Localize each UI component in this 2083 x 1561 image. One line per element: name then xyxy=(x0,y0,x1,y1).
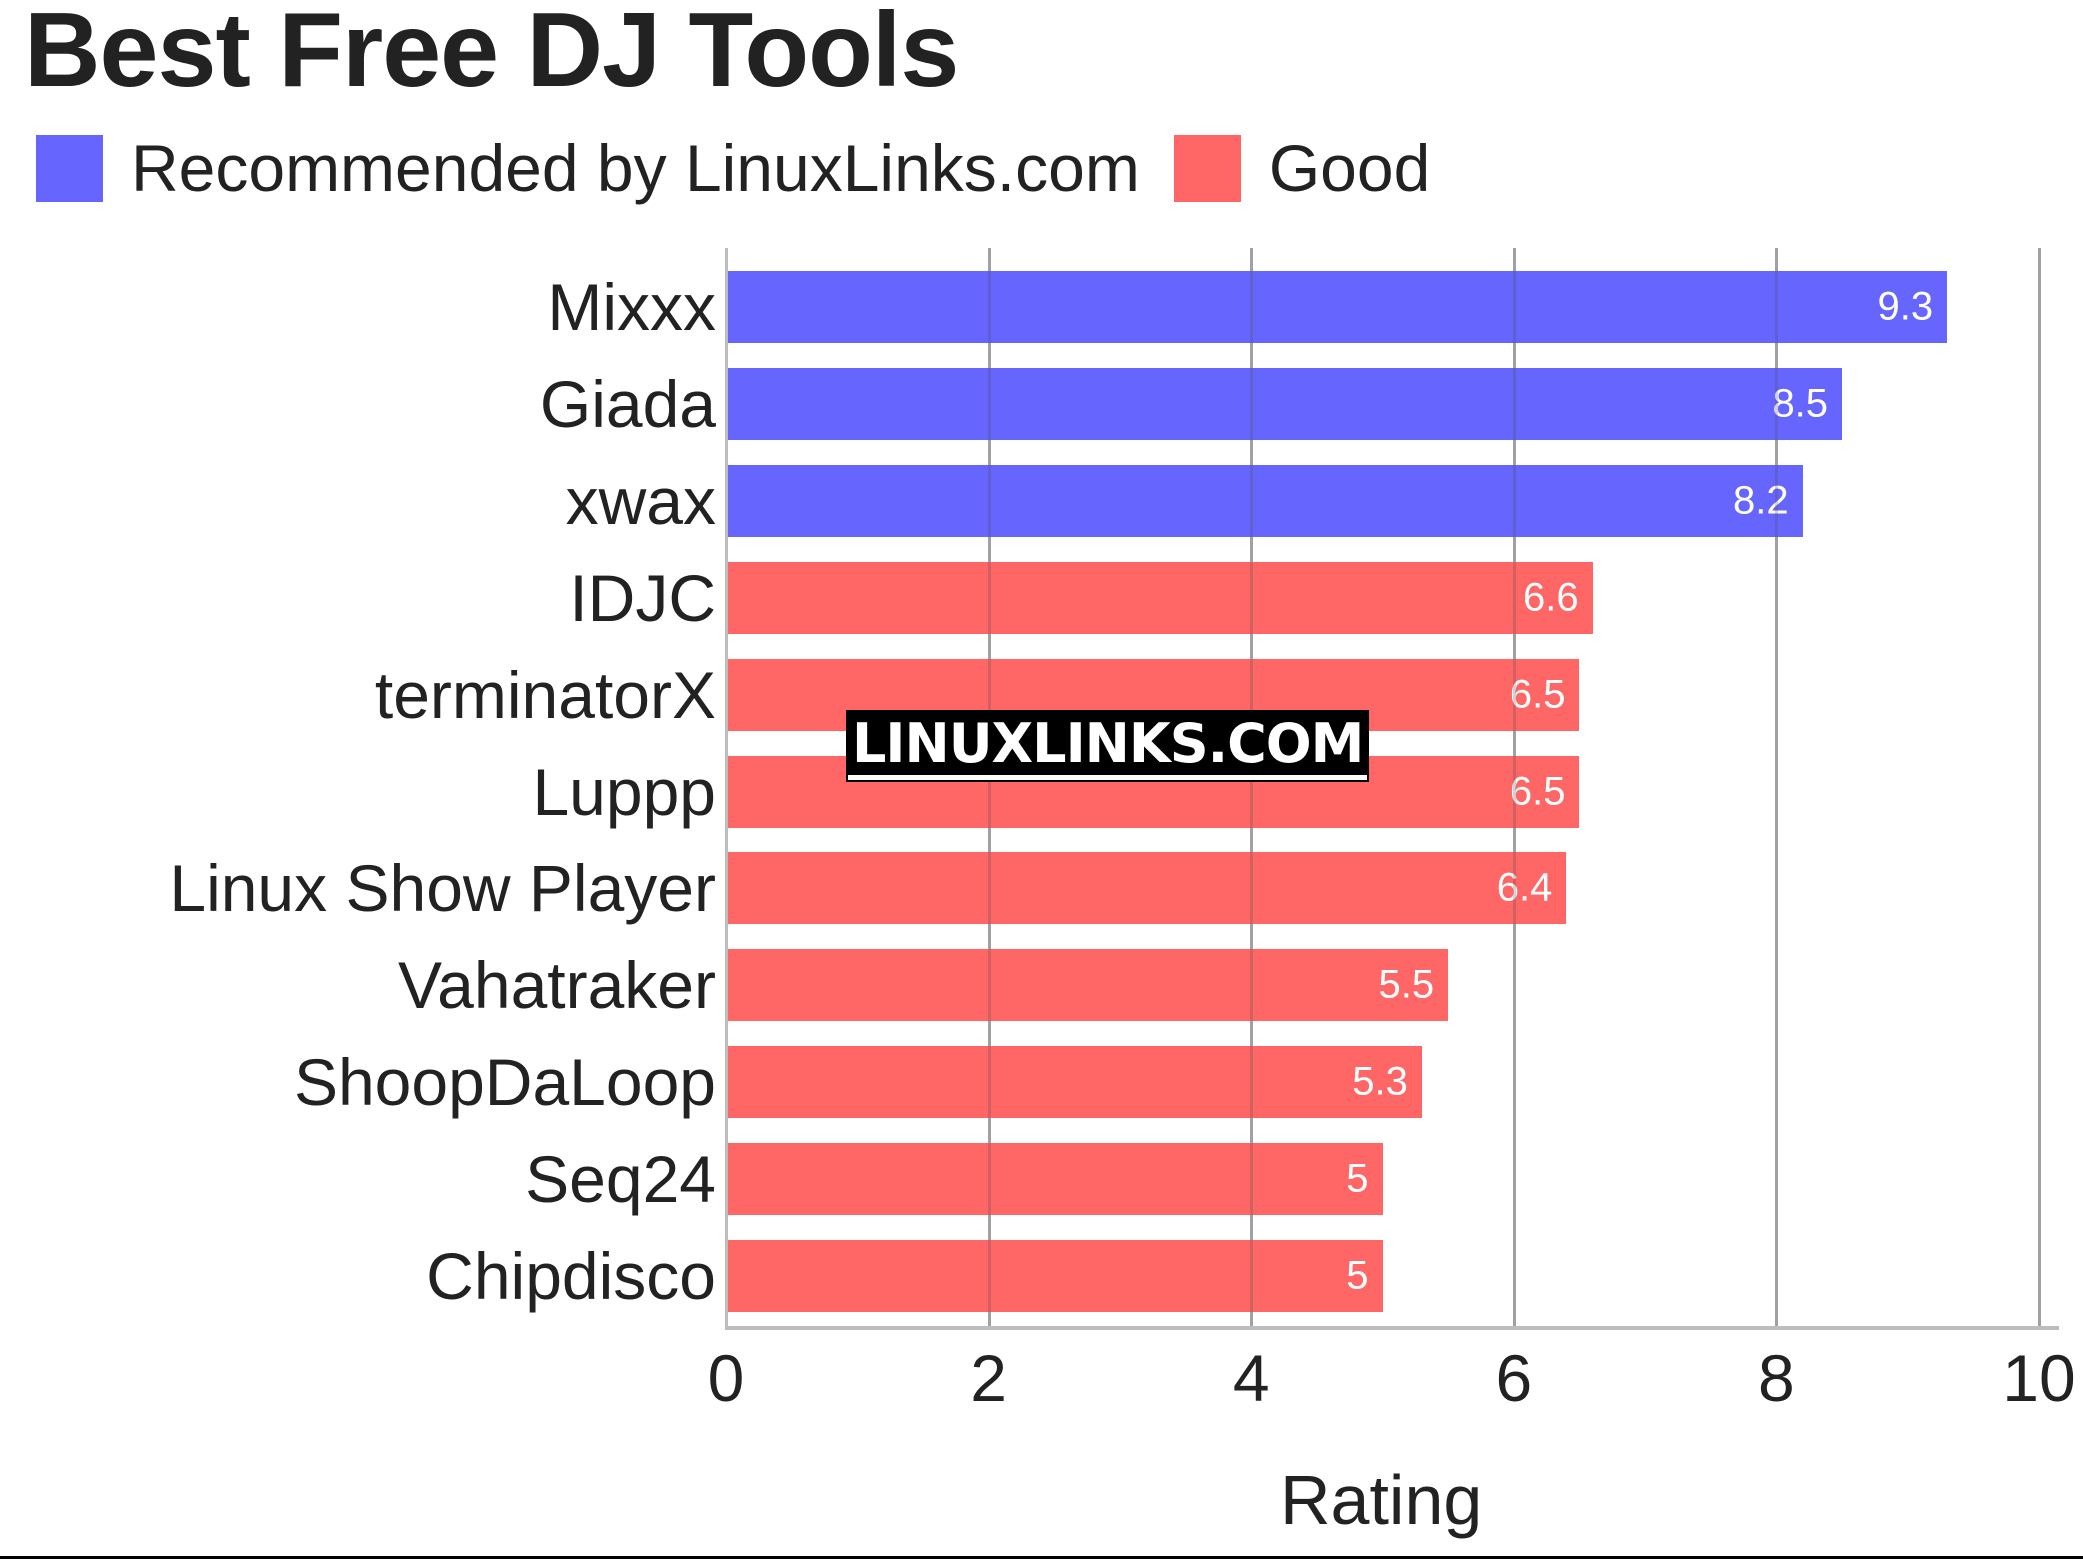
legend-swatch-recommended xyxy=(36,134,103,202)
bar-value-label: 5.3 xyxy=(1352,1059,1408,1104)
category-label: Giada xyxy=(539,366,716,441)
category-label: Mixxx xyxy=(547,270,716,344)
gridline-overlay xyxy=(1250,248,1254,1326)
x-axis-line xyxy=(726,1326,2059,1330)
bar-value-label: 6.6 xyxy=(1522,575,1579,620)
bar-value-label: 5 xyxy=(1346,1156,1369,1201)
bar: 6.4 xyxy=(726,852,1567,925)
category-label: ShoopDaLoop xyxy=(293,1045,716,1120)
plot-area: 9.3 8.5 8.2 6.6 6.5 6.5 6.4 5.5 5.3 5 5 xyxy=(725,248,2059,1330)
gridline-overlay xyxy=(987,248,991,1326)
bar-value-label: 5.5 xyxy=(1378,962,1435,1007)
bar-value-label: 5 xyxy=(1346,1253,1369,1298)
bar: 5.3 xyxy=(726,1046,1422,1119)
bar: 9.3 xyxy=(726,271,1948,343)
category-label: IDJC xyxy=(569,560,716,635)
gridline xyxy=(1775,248,1779,1330)
legend-label-recommended: Recommended by LinuxLinks.com xyxy=(131,131,1140,205)
gridline-overlay xyxy=(1512,248,1516,1326)
category-label: xwax xyxy=(565,463,716,538)
legend-label-good: Good xyxy=(1268,131,1431,205)
bar-value-label: 6.4 xyxy=(1496,865,1553,910)
bar: 6.6 xyxy=(726,561,1593,634)
x-tick-label: 4 xyxy=(1232,1341,1270,1415)
legend-item-recommended: Recommended by LinuxLinks.com xyxy=(36,130,1140,206)
x-tick-label: 8 xyxy=(1758,1341,1795,1415)
gridline xyxy=(2038,248,2041,1330)
x-tick-label: 10 xyxy=(2002,1341,2076,1415)
bar-value-label: 6.5 xyxy=(1509,672,1566,717)
legend-item-good: Good xyxy=(1173,130,1431,206)
category-label: terminatorX xyxy=(374,657,716,732)
category-label: Chipdisco xyxy=(426,1239,716,1313)
chart-title: Best Free DJ Tools xyxy=(24,0,959,109)
category-label: Luppp xyxy=(532,754,716,829)
x-tick-label: 6 xyxy=(1495,1341,1533,1415)
bar: 8.2 xyxy=(726,464,1803,537)
x-tick-label: 2 xyxy=(970,1341,1007,1415)
bar: 5 xyxy=(726,1240,1383,1312)
bar: 8.5 xyxy=(726,367,1843,440)
category-label: Vahatraker xyxy=(398,948,716,1023)
bar: 5 xyxy=(726,1143,1383,1216)
x-axis-label: Rating xyxy=(1280,1461,1483,1539)
bar-value-label: 9.3 xyxy=(1877,284,1934,329)
gridline-overlay xyxy=(1775,248,1779,1326)
category-label: Seq24 xyxy=(525,1142,716,1217)
bar-value-label: 8.2 xyxy=(1733,478,1789,523)
legend: Recommended by LinuxLinks.com Good xyxy=(36,130,1464,206)
bottom-border xyxy=(0,1556,2083,1559)
bar: 5.5 xyxy=(726,949,1449,1022)
gridline-overlay xyxy=(2038,248,2041,1326)
watermark: LINUXLINKS.COM xyxy=(845,710,1370,782)
bar-value-label: 6.5 xyxy=(1509,769,1566,813)
bar-value-label: 8.5 xyxy=(1772,381,1829,426)
category-label: Linux Show Player xyxy=(169,851,716,926)
legend-swatch-good xyxy=(1173,134,1241,202)
y-axis-line xyxy=(725,248,728,1330)
x-tick-label: 0 xyxy=(707,1341,745,1415)
